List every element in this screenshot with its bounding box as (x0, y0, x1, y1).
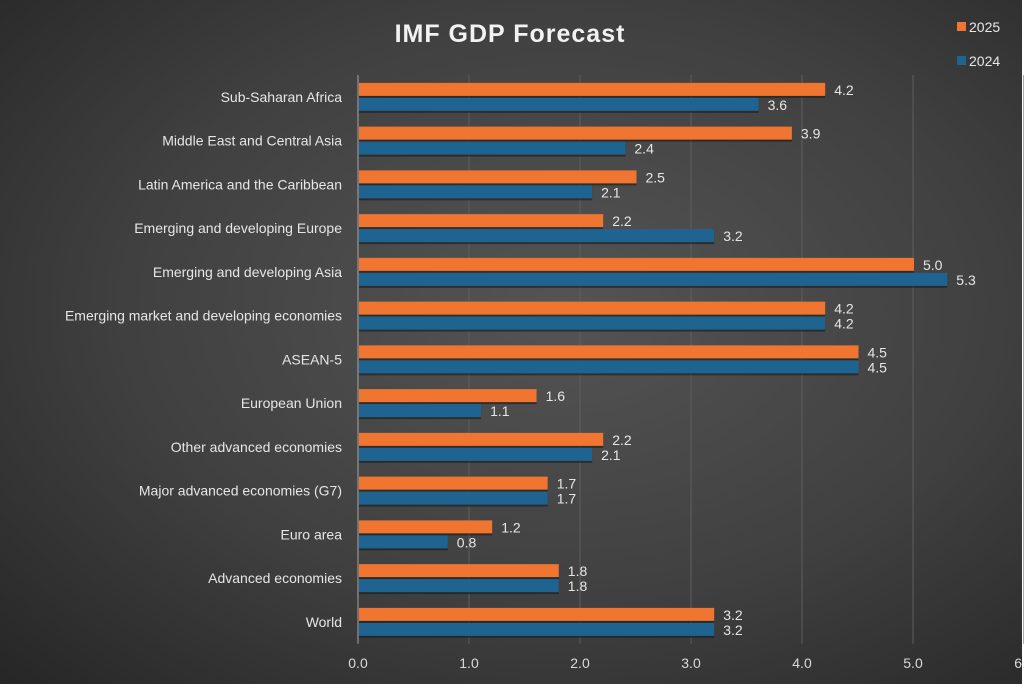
data-label: 1.7 (557, 491, 577, 507)
bar-2024 (359, 185, 593, 199)
bar-2025 (359, 345, 859, 359)
data-label: 1.8 (568, 563, 588, 579)
data-label: 2.1 (601, 184, 621, 200)
data-label: 4.2 (834, 301, 854, 317)
data-label: 3.2 (723, 607, 743, 623)
category-label: Sub-Saharan Africa (221, 89, 343, 105)
bar-2025 (359, 82, 826, 96)
bar-2024 (359, 447, 593, 461)
x-tick-label: 2.0 (570, 655, 590, 671)
category-label: Emerging and developing Europe (134, 220, 342, 236)
bar-2025 (359, 520, 493, 534)
data-label: 1.1 (490, 403, 510, 419)
data-label: 1.8 (568, 578, 588, 594)
bar-2025 (359, 126, 792, 140)
bar-2024 (359, 229, 715, 243)
legend-label: 2025 (969, 19, 1000, 35)
data-label: 4.5 (868, 344, 888, 360)
x-tick-label: 1.0 (459, 655, 479, 671)
data-label: 1.6 (546, 388, 566, 404)
data-label: 2.5 (646, 169, 666, 185)
bar-2024 (359, 579, 559, 593)
category-label: World (306, 614, 342, 630)
bar-2025 (359, 214, 604, 228)
bar-2025 (359, 170, 637, 184)
data-label: 2.2 (612, 432, 632, 448)
category-label: Middle East and Central Asia (162, 133, 342, 149)
bar-2024 (359, 360, 859, 374)
category-label: Emerging and developing Asia (153, 264, 342, 280)
bar-2024 (359, 404, 482, 418)
bar-2024 (359, 535, 448, 549)
data-label: 4.2 (834, 316, 854, 332)
category-label: Major advanced economies (G7) (139, 483, 342, 499)
bar-2025 (359, 257, 914, 271)
x-tick-label: 3.0 (681, 655, 701, 671)
chart-title: IMF GDP Forecast (395, 20, 626, 48)
bar-2024 (359, 97, 759, 111)
legend-swatch-2025 (957, 22, 966, 31)
category-label: Latin America and the Caribbean (138, 176, 342, 192)
bar-2025 (359, 389, 537, 403)
data-label: 2.1 (601, 447, 621, 463)
data-label: 5.0 (923, 257, 943, 273)
bar-2025 (359, 564, 559, 578)
category-label: Other advanced economies (171, 439, 342, 455)
x-tick-label: 6.0 (1014, 655, 1024, 671)
data-label: 3.2 (723, 622, 743, 638)
data-label: 1.7 (557, 476, 577, 492)
bar-2025 (359, 476, 548, 490)
x-tick-label: 0.0 (348, 655, 368, 671)
data-label: 3.9 (801, 126, 821, 142)
category-label: Euro area (281, 526, 343, 542)
bar-2025 (359, 607, 715, 621)
bar-2024 (359, 272, 948, 286)
legend-label: 2024 (969, 53, 1000, 69)
category-label: ASEAN-5 (282, 351, 342, 367)
category-label: European Union (241, 395, 342, 411)
data-label: 3.2 (723, 228, 743, 244)
bar-2024 (359, 622, 715, 636)
bar-2024 (359, 491, 548, 505)
bar-2025 (359, 432, 604, 446)
data-label: 5.3 (956, 272, 976, 288)
data-label: 4.5 (868, 359, 888, 375)
data-label: 1.2 (501, 519, 521, 535)
bar-2025 (359, 301, 826, 315)
data-label: 4.2 (834, 82, 854, 98)
data-label: 2.2 (612, 213, 632, 229)
bar-2024 (359, 316, 826, 330)
data-label: 2.4 (634, 141, 654, 157)
x-tick-label: 4.0 (792, 655, 812, 671)
data-label: 0.8 (457, 534, 477, 550)
legend-swatch-2024 (957, 56, 966, 65)
category-label: Emerging market and developing economies (65, 308, 342, 324)
data-label: 3.6 (768, 97, 788, 113)
bar-2024 (359, 141, 626, 155)
x-tick-label: 5.0 (903, 655, 923, 671)
category-label: Advanced economies (208, 570, 342, 586)
